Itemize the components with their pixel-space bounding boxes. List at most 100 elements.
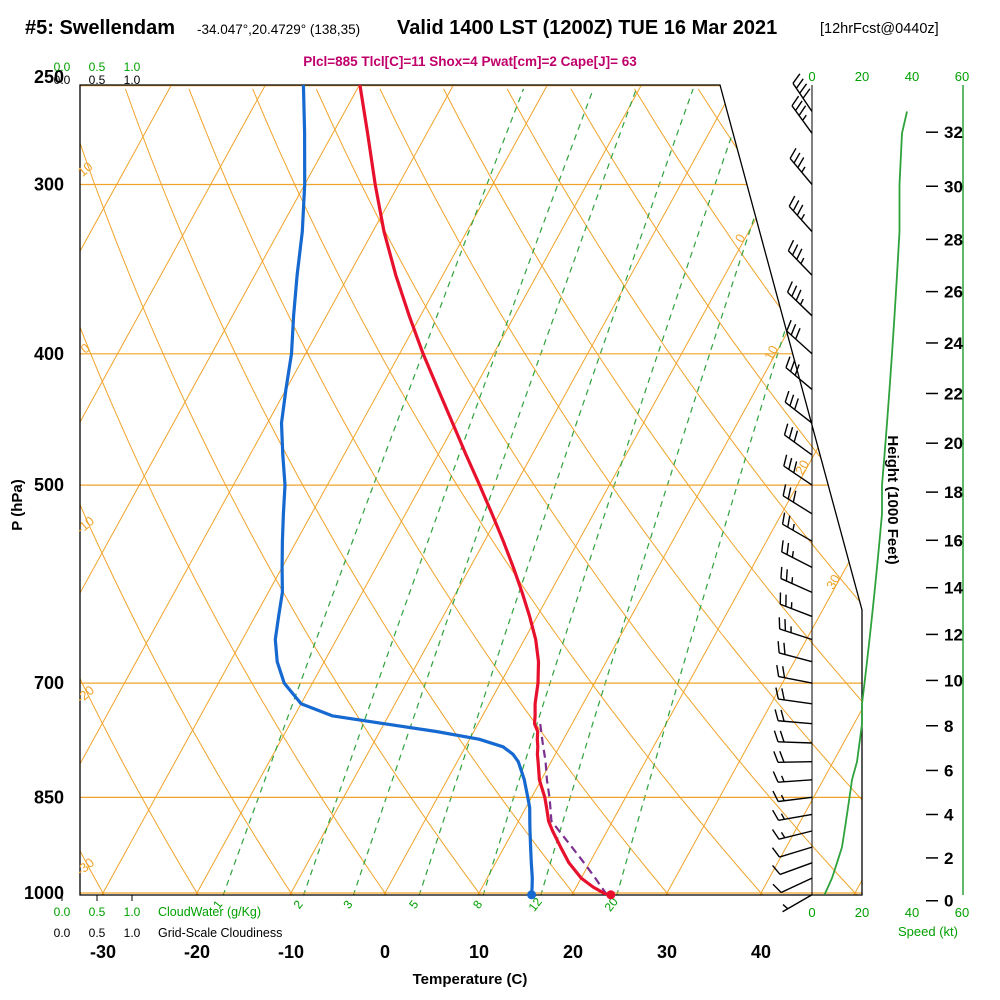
wind-barb (771, 829, 813, 840)
speed-tick-label-top: 60 (955, 69, 969, 84)
profiles (273, 85, 609, 895)
pressure-tick-label: 700 (34, 673, 64, 693)
height-tick-label: 10 (944, 671, 963, 690)
surface-temperature-dot (606, 890, 616, 900)
wind-barb (778, 617, 813, 641)
dry-adiabat-line (80, 88, 388, 895)
cloudwater-scale-bottom: 1.0 (124, 905, 141, 919)
indices-line: Plcl=885 Tlcl[C]=11 Shox=4 Pwat[cm]=2 Ca… (303, 54, 637, 69)
height-tick-label: 14 (944, 579, 963, 598)
dry-adiabat-line (124, 88, 576, 895)
temperature-tick-label: -10 (278, 942, 304, 962)
height-axis-title: Height (1000 Feet) (884, 435, 901, 564)
dry-adiabat-line (80, 88, 200, 895)
speed-tick-label-top: 40 (905, 69, 919, 84)
temperature-tick-label: 10 (469, 942, 489, 962)
station-coordinates: -34.047°,20.4729° (138,35) (197, 22, 360, 37)
isotherm-line (853, 85, 862, 895)
cloudiness-scale-top: 1.0 (124, 73, 141, 87)
cloudiness-scale-bottom: 0.0 (54, 926, 71, 940)
temperature-tick-label: -20 (184, 942, 210, 962)
isotherm-line (80, 85, 172, 895)
dry-adiabat-line (506, 88, 862, 895)
dry-adiabat-line (188, 88, 670, 895)
speed-tick-label-bottom: 20 (855, 905, 869, 920)
dewpoint-curve (273, 85, 534, 895)
mixing-ratio-label: 3 (340, 897, 355, 911)
pressure-tick-label: 300 (34, 174, 64, 194)
cloudwater-scale-top: 0.5 (89, 60, 106, 74)
isotherm-line (195, 85, 642, 895)
dry-adiabat-line (252, 88, 764, 895)
cloudiness-scale-bottom: 1.0 (124, 926, 141, 940)
height-tick-label: 20 (944, 434, 963, 453)
mixing-ratio-label: 2 (291, 897, 306, 911)
wind-barb (780, 566, 813, 594)
cloudwater-scale-bottom: 0.5 (89, 905, 106, 919)
wind-barb (792, 73, 813, 112)
mixing-ratio-line (352, 88, 637, 895)
speed-tick-label-bottom: 60 (955, 905, 969, 920)
height-tick-label: 4 (944, 805, 954, 824)
wind-barb (783, 454, 813, 486)
wind-barb (787, 239, 813, 276)
wind-barb (776, 664, 813, 684)
pressure-tick-label: 850 (34, 787, 64, 807)
mixing-ratio-line (616, 88, 862, 895)
isotherm-label: 30 (823, 572, 843, 592)
wind-barb (772, 809, 813, 822)
cloudwater-scale-top: 0.0 (54, 60, 71, 74)
wind-speed-curve (823, 111, 908, 896)
isotherm-line (759, 85, 862, 895)
isotherm-label: 10 (761, 343, 781, 363)
dry-adiabat-line (443, 88, 862, 895)
cloudwater-scale-top: 1.0 (124, 60, 141, 74)
cloudiness-label: Grid-Scale Cloudiness (158, 926, 282, 940)
wind-barb (783, 423, 813, 456)
height-tick-label: 12 (944, 625, 963, 644)
wind-barb (774, 709, 813, 725)
isotherm-line (665, 85, 862, 895)
cloudwater-label: CloudWater (g/Kg) (158, 905, 261, 919)
wind-barb (785, 356, 813, 391)
wind-barb (771, 846, 813, 858)
wind-barb (781, 512, 813, 542)
height-tick-label: 28 (944, 230, 963, 249)
mixing-ratio-line (418, 88, 694, 895)
wind-barb (786, 281, 813, 317)
wind-barb (789, 147, 813, 185)
dry-adiabat-label: 10 (75, 159, 96, 180)
speed-tick-label-top: 20 (855, 69, 869, 84)
isotherm-line (80, 85, 454, 895)
height-tick-label: 18 (944, 483, 963, 502)
cloudiness-scale-bottom: 0.5 (89, 926, 106, 940)
mixing-ratio-label: 8 (470, 897, 485, 911)
height-tick-label: 2 (944, 849, 953, 868)
isotherm-line (80, 85, 360, 895)
dry-adiabat-label: -10 (73, 513, 97, 537)
dry-adiabat-label: -30 (73, 855, 97, 879)
parcel-curve (539, 723, 608, 895)
dry-adiabat-label: -20 (73, 682, 97, 706)
mixing-ratio-line (222, 88, 525, 895)
speed-axis-title: Speed (kt) (898, 924, 958, 939)
dry-adiabat-line (379, 88, 862, 895)
wind-barb (788, 195, 813, 233)
wind-barb (786, 319, 813, 355)
isotherm-line (80, 85, 266, 895)
plot-border (79, 84, 863, 896)
isotherm-line (571, 85, 862, 895)
height-tick-label: 30 (944, 177, 963, 196)
height-tick-label: 22 (944, 384, 963, 403)
cloudwater-scale-bottom: 0.0 (54, 905, 71, 919)
speed-profile (823, 85, 964, 896)
mixing-ratio-line (540, 88, 798, 895)
pressure-tick-label: 250 (34, 67, 64, 87)
speed-tick-label-bottom: 0 (808, 905, 815, 920)
height-tick-label: 32 (944, 123, 963, 142)
cloudiness-scale-top: 0.5 (89, 73, 106, 87)
